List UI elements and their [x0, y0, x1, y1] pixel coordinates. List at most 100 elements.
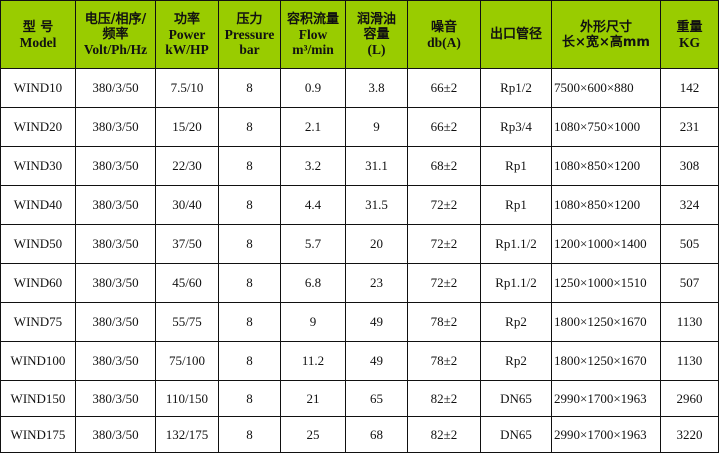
header-dimensions: 外形尺寸 长×宽×高mm	[551, 0, 661, 69]
cell-weight: 2960	[660, 380, 719, 417]
header-flow: 容积流量 Flow m³/min	[280, 0, 346, 69]
cell-model: WIND10	[0, 68, 76, 108]
cell-dimensions: 1250×1000×1510	[551, 263, 661, 303]
cell-pressure: 8	[218, 416, 281, 453]
cell-dimensions: 1200×1000×1400	[551, 224, 661, 264]
header-line: 重量	[676, 19, 703, 35]
cell-outlet: Rp1/2	[480, 68, 552, 108]
header-line: bar	[239, 42, 260, 57]
cell-power: 7.5/10	[155, 68, 219, 108]
cell-outlet: Rp3/4	[480, 107, 552, 147]
cell-pressure: 8	[218, 263, 281, 303]
header-line: KG	[678, 34, 700, 50]
header-line: Flow	[298, 27, 328, 42]
header-noise: 噪音 db(A)	[407, 0, 481, 69]
cell-flow: 2.1	[280, 107, 346, 147]
cell-noise: 78±2	[407, 341, 481, 381]
header-line: 容量	[363, 27, 390, 42]
cell-dimensions: 1080×850×1200	[551, 185, 661, 225]
cell-outlet: DN65	[480, 380, 552, 417]
table-row: WIND150 380/3/50 110/150 8 21 65 82±2 DN65 2990×…	[0, 380, 719, 417]
cell-oil-capacity: 49	[345, 341, 408, 381]
header-model: 型 号 Model	[0, 0, 76, 69]
cell-weight: 324	[660, 185, 719, 225]
cell-oil-capacity: 20	[345, 224, 408, 264]
header-line: 噪音	[430, 19, 457, 35]
header-line: 出口管径	[489, 27, 542, 42]
cell-voltage: 380/3/50	[75, 224, 156, 264]
cell-dimensions: 1800×1250×1670	[551, 302, 661, 342]
cell-noise: 66±2	[407, 68, 481, 108]
cell-voltage: 380/3/50	[75, 68, 156, 108]
header-line: 容积流量	[286, 12, 339, 27]
cell-weight: 1130	[660, 302, 719, 342]
cell-power: 110/150	[155, 380, 219, 417]
header-line: 频率	[102, 27, 129, 42]
cell-voltage: 380/3/50	[75, 416, 156, 453]
header-line: 压力	[236, 12, 263, 27]
cell-outlet: Rp1.1/2	[480, 263, 552, 303]
cell-model: WIND50	[0, 224, 76, 264]
cell-flow: 11.2	[280, 341, 346, 381]
header-power: 功率 Power kW/HP	[155, 0, 219, 69]
cell-voltage: 380/3/50	[75, 146, 156, 186]
header-line: 润滑油	[356, 12, 396, 27]
table-row: WIND20 380/3/50 15/20 8 2.1 9 66±2 Rp3/4 1080×75…	[0, 107, 719, 147]
cell-noise: 82±2	[407, 416, 481, 453]
cell-outlet: Rp2	[480, 302, 552, 342]
cell-voltage: 380/3/50	[75, 341, 156, 381]
cell-weight: 1130	[660, 341, 719, 381]
header-line: kW/HP	[165, 42, 209, 57]
cell-weight: 142	[660, 68, 719, 108]
table-row: WIND100 380/3/50 75/100 8 11.2 49 78±2 Rp2 1800×…	[0, 341, 719, 381]
cell-pressure: 8	[218, 107, 281, 147]
header-oil-capacity: 润滑油 容量 (L)	[345, 0, 408, 69]
cell-flow: 6.8	[280, 263, 346, 303]
cell-noise: 72±2	[407, 224, 481, 264]
cell-outlet: Rp2	[480, 341, 552, 381]
cell-dimensions: 2990×1700×1963	[551, 380, 661, 417]
cell-power: 132/175	[155, 416, 219, 453]
cell-dimensions: 7500×600×880	[551, 68, 661, 108]
header-line: Pressure	[224, 27, 275, 42]
header-line: m³/min	[292, 42, 334, 57]
header-row: 型 号 Model 电压/相序/频率 Volt/Ph/Hz 功率 Power kW/HP 压力…	[0, 0, 719, 69]
cell-weight: 308	[660, 146, 719, 186]
cell-power: 37/50	[155, 224, 219, 264]
cell-oil-capacity: 31.5	[345, 185, 408, 225]
header-weight: 重量 KG	[660, 0, 719, 69]
header-line: db(A)	[427, 34, 461, 50]
cell-outlet: DN65	[480, 416, 552, 453]
cell-flow: 3.2	[280, 146, 346, 186]
table-row: WIND40 380/3/50 30/40 8 4.4 31.5 72±2 Rp1 1080×8…	[0, 185, 719, 225]
cell-noise: 68±2	[407, 146, 481, 186]
cell-flow: 5.7	[280, 224, 346, 264]
cell-pressure: 8	[218, 185, 281, 225]
cell-outlet: Rp1	[480, 146, 552, 186]
header-line: Power	[168, 27, 206, 42]
cell-oil-capacity: 23	[345, 263, 408, 303]
cell-oil-capacity: 31.1	[345, 146, 408, 186]
cell-outlet: Rp1	[480, 185, 552, 225]
cell-pressure: 8	[218, 146, 281, 186]
cell-flow: 25	[280, 416, 346, 453]
cell-flow: 4.4	[280, 185, 346, 225]
header-line: Model	[19, 34, 57, 50]
table-row: WIND75 380/3/50 55/75 8 9 49 78±2 Rp2 1800×1250×…	[0, 302, 719, 342]
cell-weight: 507	[660, 263, 719, 303]
cell-pressure: 8	[218, 302, 281, 342]
cell-noise: 72±2	[407, 185, 481, 225]
cell-power: 15/20	[155, 107, 219, 147]
header-line: 型 号	[22, 19, 54, 35]
cell-model: WIND150	[0, 380, 76, 417]
table-row: WIND175 380/3/50 132/175 8 25 68 82±2 DN65 2990×…	[0, 416, 719, 453]
cell-model: WIND75	[0, 302, 76, 342]
header-line: Volt/Ph/Hz	[83, 42, 148, 57]
cell-dimensions: 1800×1250×1670	[551, 341, 661, 381]
cell-model: WIND40	[0, 185, 76, 225]
cell-pressure: 8	[218, 380, 281, 417]
cell-noise: 72±2	[407, 263, 481, 303]
cell-voltage: 380/3/50	[75, 185, 156, 225]
cell-pressure: 8	[218, 68, 281, 108]
